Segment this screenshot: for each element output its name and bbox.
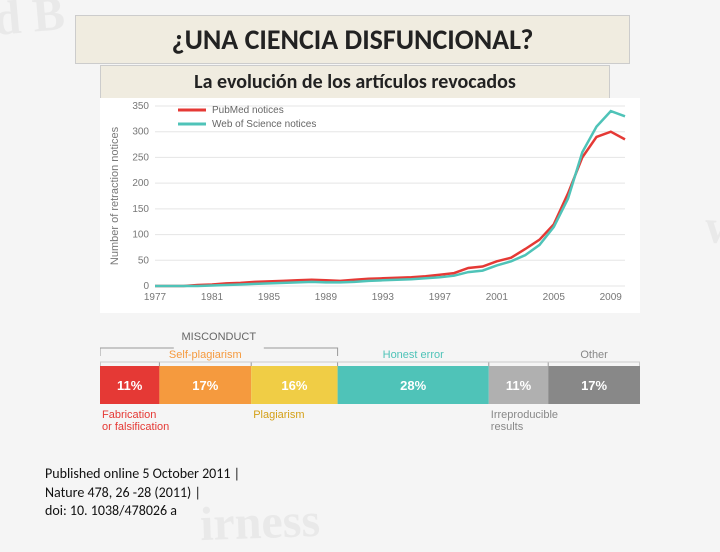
svg-text:1981: 1981 — [201, 292, 224, 303]
svg-text:350: 350 — [132, 101, 149, 112]
svg-text:0: 0 — [143, 281, 149, 292]
svg-text:1997: 1997 — [429, 292, 452, 303]
page-subtitle: La evolución de los artículos revocados — [101, 70, 609, 94]
svg-text:2009: 2009 — [600, 292, 623, 303]
svg-text:or falsification: or falsification — [102, 421, 169, 433]
svg-text:11%: 11% — [117, 378, 143, 393]
citation-line: doi: 10. 1038/478026 a — [45, 502, 240, 520]
svg-text:2005: 2005 — [543, 292, 566, 303]
svg-text:Honest error: Honest error — [383, 349, 444, 361]
svg-text:Plagiarism: Plagiarism — [253, 409, 304, 421]
svg-text:250: 250 — [132, 152, 149, 163]
svg-text:MISCONDUCT: MISCONDUCT — [182, 331, 257, 343]
svg-text:150: 150 — [132, 204, 149, 215]
svg-text:Irreproducible: Irreproducible — [491, 409, 558, 421]
bg-word: od B — [0, 0, 67, 49]
svg-text:16%: 16% — [281, 378, 307, 393]
page-title: ¿UNA CIENCIA DISFUNCIONAL? — [76, 22, 629, 57]
svg-text:1993: 1993 — [372, 292, 395, 303]
svg-text:1985: 1985 — [258, 292, 281, 303]
svg-text:300: 300 — [132, 127, 149, 138]
svg-text:11%: 11% — [506, 378, 532, 393]
svg-text:Fabrication: Fabrication — [102, 409, 156, 421]
svg-text:results: results — [491, 421, 524, 433]
svg-text:200: 200 — [132, 178, 149, 189]
citation-line: Nature 478, 26 -28 (2011) | — [45, 484, 240, 502]
svg-text:1977: 1977 — [144, 292, 167, 303]
svg-text:17%: 17% — [581, 378, 607, 393]
svg-text:50: 50 — [138, 255, 150, 266]
svg-text:2001: 2001 — [486, 292, 509, 303]
svg-text:28%: 28% — [400, 378, 426, 393]
svg-text:Other: Other — [580, 349, 608, 361]
svg-text:17%: 17% — [192, 378, 218, 393]
svg-text:PubMed notices: PubMed notices — [212, 105, 284, 116]
svg-text:Web of Science notices: Web of Science notices — [212, 119, 316, 130]
citation-line: Published online 5 October 2011 | — [45, 465, 240, 483]
svg-text:100: 100 — [132, 230, 149, 241]
bg-word: w — [704, 199, 720, 256]
svg-text:Number of retraction notices: Number of retraction notices — [109, 126, 121, 265]
misconduct-bar: MISCONDUCT 11% Fabricationor falsification… — [100, 328, 640, 458]
subtitle-box: La evolución de los artículos revocados — [100, 65, 610, 99]
title-box: ¿UNA CIENCIA DISFUNCIONAL? — [75, 15, 630, 64]
svg-text:1989: 1989 — [315, 292, 338, 303]
citation: Published online 5 October 2011 | Nature… — [45, 465, 240, 520]
line-chart: 0 50 100 150 200 250 300 350 1977 1981 1985 1989 199… — [100, 98, 640, 313]
svg-text:Self-plagiarism: Self-plagiarism — [169, 349, 242, 361]
